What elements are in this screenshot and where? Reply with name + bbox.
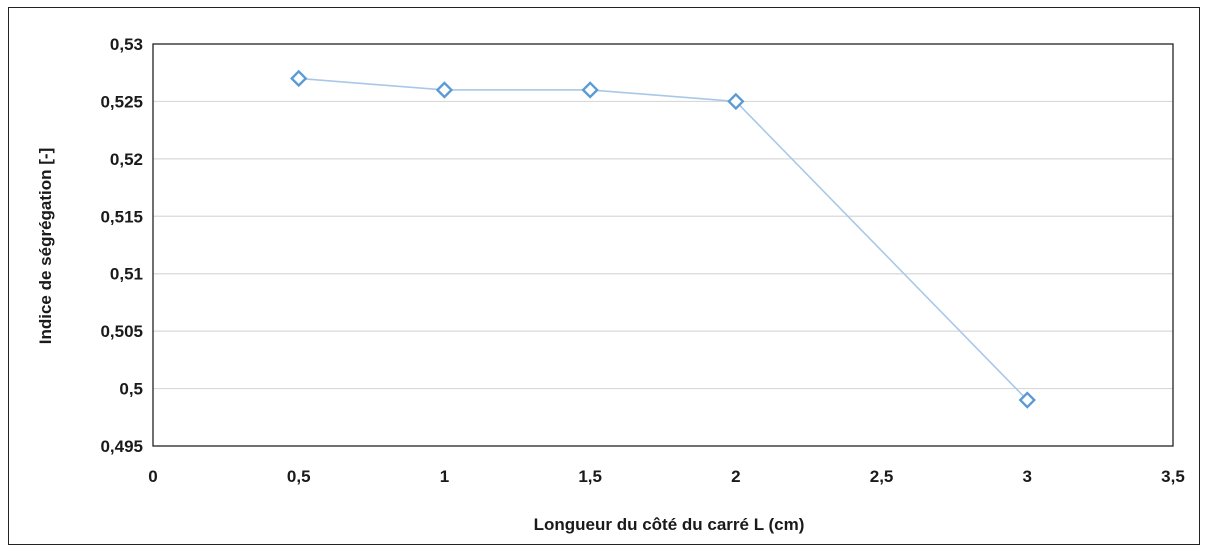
data-series — [290, 69, 1036, 409]
x-axis-title: Longueur du côté du carré L (cm) — [534, 515, 805, 534]
x-tick-label-2: 1 — [440, 467, 449, 486]
chart-frame: 0,495 0,5 0,505 0,51 0,515 0,52 0,525 0,53 0 0,5… — [8, 7, 1200, 545]
x-tick-label-4: 2 — [731, 467, 740, 486]
y-tick-label-7: 0,53 — [110, 35, 143, 54]
y-tick-label-4: 0,515 — [100, 207, 143, 226]
x-tick-label-3: 1,5 — [578, 467, 602, 486]
data-point-4 — [1018, 391, 1036, 409]
y-tick-labels: 0,495 0,5 0,505 0,51 0,515 0,52 0,525 0,53 — [100, 35, 143, 456]
y-tick-label-5: 0,52 — [110, 150, 143, 169]
x-tick-label-1: 0,5 — [287, 467, 311, 486]
x-tick-label-6: 3 — [1023, 467, 1032, 486]
plot-area-border — [152, 43, 1174, 447]
x-tick-label-5: 2,5 — [870, 467, 894, 486]
y-tick-label-0: 0,495 — [100, 437, 143, 456]
axes — [152, 43, 1174, 447]
y-tick-label-3: 0,51 — [110, 265, 143, 284]
x-tick-label-7: 3,5 — [1161, 467, 1185, 486]
y-axis-title: Indice de ségrégation [-] — [36, 148, 55, 344]
data-point-3 — [727, 92, 745, 111]
x-tick-labels: 0 0,5 1 1,5 2 2,5 3 3,5 — [148, 467, 1185, 486]
data-point-0 — [290, 69, 308, 88]
series-line-0 — [298, 77, 1028, 401]
gridlines — [153, 100, 1173, 390]
y-tick-label-1: 0,5 — [119, 380, 143, 399]
x-tick-label-0: 0 — [148, 467, 157, 486]
data-point-2 — [581, 81, 599, 99]
data-point-1 — [435, 81, 454, 99]
y-tick-label-6: 0,525 — [100, 92, 143, 111]
y-tick-label-2: 0,505 — [100, 322, 143, 341]
